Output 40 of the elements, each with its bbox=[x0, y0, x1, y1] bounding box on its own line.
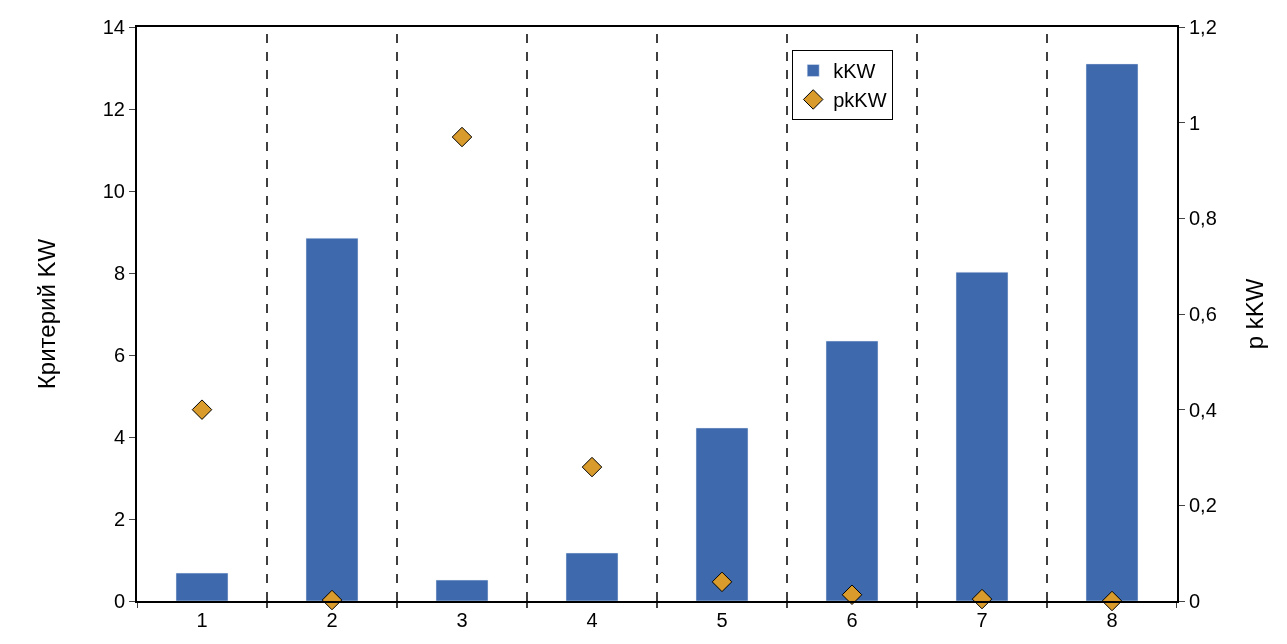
legend-label: kKW bbox=[833, 60, 876, 83]
x-tick-label: 3 bbox=[456, 609, 468, 631]
bar bbox=[695, 427, 749, 601]
y2-tick-label: 0,8 bbox=[1189, 207, 1217, 230]
point bbox=[841, 584, 863, 606]
y2-tick-label: 0,6 bbox=[1189, 303, 1217, 325]
y-tick-label: 10 bbox=[102, 180, 125, 202]
y-tick-label: 4 bbox=[113, 426, 125, 448]
x-tick-label: 7 bbox=[976, 609, 988, 631]
y-tick-label: 14 bbox=[102, 16, 125, 38]
point bbox=[581, 456, 603, 478]
y2-tick-label: 0,2 bbox=[1189, 494, 1217, 517]
y2-tick-label: 1 bbox=[1189, 111, 1201, 134]
x-tick-label: 6 bbox=[846, 609, 858, 631]
y-tick-label: 12 bbox=[102, 98, 125, 120]
y2-axis-title: p kKW bbox=[1240, 278, 1268, 350]
y-tick-label: 2 bbox=[113, 508, 125, 530]
x-tick-label: 2 bbox=[326, 609, 338, 631]
x-tick-label: 1 bbox=[196, 609, 208, 631]
point bbox=[451, 126, 473, 148]
y-axis-title: Критерий KW bbox=[33, 238, 61, 390]
y-tick-label: 0 bbox=[113, 590, 125, 612]
bar bbox=[955, 271, 1009, 601]
x-tick-label: 4 bbox=[586, 609, 598, 631]
y-tick-label: 6 bbox=[113, 344, 125, 366]
legend-label: pkKW bbox=[833, 89, 887, 112]
bar bbox=[435, 579, 489, 601]
y2-tick-label: 1,2 bbox=[1189, 16, 1217, 38]
y2-tick-label: 0 bbox=[1189, 590, 1201, 612]
point bbox=[191, 399, 213, 420]
bar bbox=[565, 552, 619, 601]
x-tick-label: 5 bbox=[716, 609, 728, 631]
x-tick-label: 8 bbox=[1106, 609, 1118, 631]
bar bbox=[305, 237, 359, 601]
y2-tick-label: 0,4 bbox=[1189, 398, 1217, 421]
bar bbox=[825, 340, 879, 601]
y-tick-label: 8 bbox=[113, 262, 125, 284]
bar bbox=[1085, 63, 1139, 601]
point bbox=[711, 571, 733, 593]
bar bbox=[175, 572, 229, 601]
